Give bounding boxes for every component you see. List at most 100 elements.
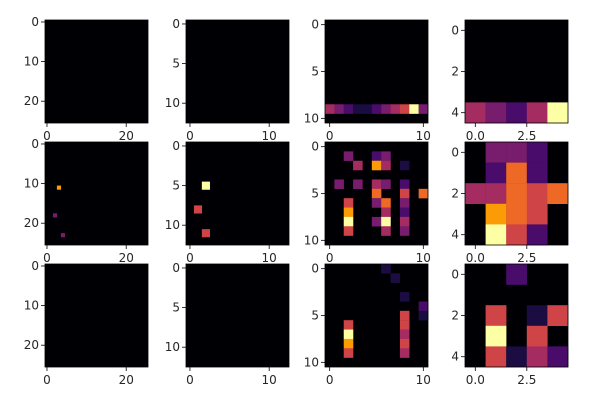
x-tick-label: 20 <box>119 251 134 265</box>
x-tick-label: 0.0 <box>466 373 485 387</box>
heatmap-cell <box>526 162 548 184</box>
subplot-2-4: 0 2 4 0.0 2.5 <box>451 141 569 265</box>
x-tick-label: 10 <box>416 373 431 387</box>
y-tick-label: 0 <box>31 15 39 29</box>
subplot-2-2: 0 5 10 0 10 <box>165 139 290 265</box>
heatmap-cell <box>381 226 391 236</box>
heatmap-background <box>186 264 289 367</box>
heatmap-cell <box>371 179 382 190</box>
y-tick-label: 0 <box>172 17 180 31</box>
heatmap-cell <box>371 216 382 227</box>
heatmap-cell <box>526 346 548 368</box>
heatmap-cell <box>399 188 410 199</box>
heatmap-cell <box>399 104 410 114</box>
y-tick-label: 5 <box>172 179 180 193</box>
heatmap-background <box>45 20 148 123</box>
heatmap-cell <box>506 102 527 124</box>
heatmap-cell <box>390 104 401 114</box>
heatmap-cell <box>526 325 548 347</box>
y-tick-label: 10 <box>24 177 39 191</box>
y-tick-label: 5 <box>311 187 319 201</box>
heatmap-cell <box>526 142 548 163</box>
y-tick-label: 4 <box>451 228 459 242</box>
heatmap-cell <box>506 183 527 204</box>
y-tick-label: 0 <box>311 262 319 276</box>
heatmap-cell <box>343 329 354 340</box>
heatmap-cell <box>381 198 391 208</box>
y-tick-label: 2 <box>451 187 459 201</box>
x-tick-label: 20 <box>119 129 134 143</box>
axes-frame <box>185 141 290 246</box>
y-tick-label: 5 <box>172 301 180 315</box>
heatmap-cell <box>399 338 410 349</box>
heatmap-cell <box>325 104 335 114</box>
subplot-2-1: 0 10 20 0 20 <box>24 137 149 265</box>
heatmap-cell <box>409 104 419 114</box>
x-tick-label: 0 <box>43 251 51 265</box>
heatmap-cell <box>465 102 486 124</box>
y-tick-label: 10 <box>304 355 319 369</box>
heatmap-cell <box>371 198 382 208</box>
y-tick-label: 10 <box>24 55 39 69</box>
heatmap-cell <box>399 160 410 171</box>
y-tick-label: 20 <box>24 94 39 108</box>
heatmap-cell <box>485 305 507 326</box>
subplot-3-4: 0 2 4 0.0 2.5 <box>451 263 569 387</box>
heatmap-cell <box>381 160 391 171</box>
heatmap-cell <box>485 142 507 163</box>
heatmap-cell <box>418 301 429 312</box>
x-tick-label: 10 <box>416 129 431 143</box>
x-tick-label: 2.5 <box>517 373 536 387</box>
heatmap-cell <box>201 229 210 238</box>
heatmap-background <box>186 142 289 245</box>
heatmap-cell <box>343 226 354 236</box>
y-tick-label: 0 <box>451 267 459 281</box>
axes-frame <box>44 263 149 368</box>
heatmap-cell <box>353 179 363 190</box>
heatmap-cell <box>465 183 486 204</box>
heatmap-cell <box>52 213 58 218</box>
x-tick-label: 10 <box>262 251 277 265</box>
y-tick-label: 0 <box>31 137 39 151</box>
y-tick-label: 0 <box>172 139 180 153</box>
heatmap-cell <box>399 320 410 330</box>
heatmap-cell <box>506 203 527 225</box>
heatmap-cell <box>343 151 354 161</box>
heatmap-cell <box>343 348 354 358</box>
heatmap-cell <box>56 185 62 190</box>
heatmap-cell <box>371 160 382 171</box>
heatmap-cell <box>334 179 344 190</box>
heatmap-cell <box>547 183 569 204</box>
heatmap-cell <box>506 224 527 246</box>
y-tick-label: 0 <box>172 261 180 275</box>
heatmap-cell <box>381 151 391 161</box>
y-tick-label: 0 <box>451 145 459 159</box>
heatmap-cell <box>418 188 429 199</box>
heatmap-cell <box>371 188 382 199</box>
y-tick-label: 10 <box>304 233 319 247</box>
subplot-1-1: 0 10 20 0 20 <box>24 15 149 143</box>
heatmap-cell <box>485 203 507 225</box>
y-tick-label: 4 <box>451 350 459 364</box>
x-tick-label: 10 <box>262 373 277 387</box>
y-tick-label: 5 <box>172 57 180 71</box>
heatmap-background <box>45 142 148 245</box>
heatmap-cell <box>418 310 429 321</box>
x-tick-label: 0 <box>43 373 51 387</box>
y-tick-label: 10 <box>24 299 39 313</box>
heatmap-cell <box>371 151 382 161</box>
heatmap-background <box>186 20 289 123</box>
heatmap-cell <box>547 102 569 124</box>
heatmap-cell <box>506 162 527 184</box>
heatmap-cell <box>399 179 410 190</box>
axes-frame <box>185 263 290 368</box>
heatmap-cell <box>343 104 354 114</box>
x-tick-label: 2.5 <box>517 251 536 265</box>
x-tick-label: 10 <box>262 129 277 143</box>
x-tick-label: 10 <box>416 251 431 265</box>
heatmap-cell <box>399 348 410 358</box>
heatmap-cell <box>526 183 548 204</box>
subplot-1-2: 0 5 10 0 10 <box>165 17 290 143</box>
heatmap-cell <box>399 226 410 236</box>
heatmap-cell <box>399 329 410 340</box>
